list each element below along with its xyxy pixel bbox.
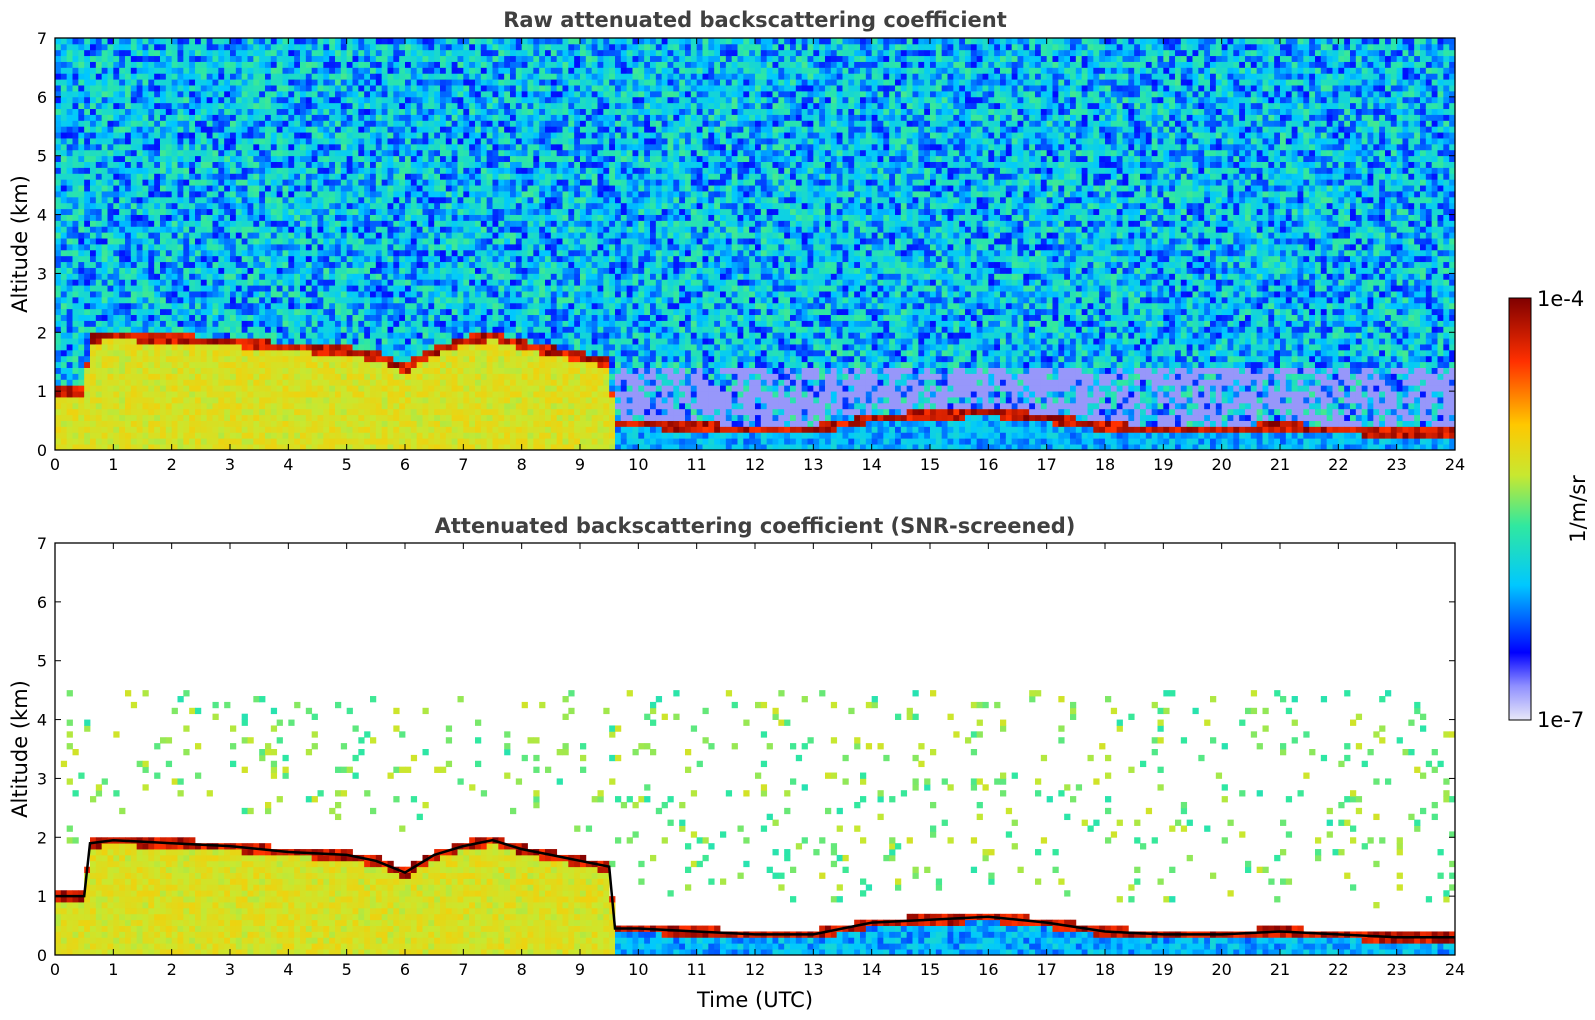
colorbar-unit-label: 1/m/sr	[1566, 475, 1590, 543]
x-tick-label: 15	[920, 960, 940, 979]
x-tick-label: 8	[517, 455, 527, 474]
x-tick-label: 0	[50, 455, 60, 474]
y-tick-label: 7	[37, 29, 47, 48]
colorbar-max-label: 1e-4	[1537, 287, 1584, 311]
panel-raw-title: Raw attenuated backscattering coefficien…	[503, 8, 1007, 32]
x-tick-label: 6	[400, 455, 410, 474]
x-tick-label: 20	[1211, 455, 1231, 474]
x-tick-label: 14	[861, 455, 881, 474]
y-tick-label: 2	[37, 323, 47, 342]
x-tick-label: 3	[225, 455, 235, 474]
y-tick-label: 6	[37, 593, 47, 612]
x-axis-label: Time (UTC)	[696, 988, 813, 1012]
x-tick-label: 13	[803, 960, 823, 979]
axis-ticks-snr: 0 1 2 3 4 5 6 7 8 9 10 11 12 13 14 15 16 17 18 19 20 21 22 23 24…	[37, 534, 1465, 979]
x-tick-label: 7	[458, 960, 468, 979]
x-tick-label: 15	[920, 455, 940, 474]
x-tick-label: 4	[283, 960, 293, 979]
y-tick-label: 3	[37, 264, 47, 283]
x-tick-label: 2	[167, 960, 177, 979]
panel-snr-title: Attenuated backscattering coefficient (S…	[435, 514, 1076, 538]
colorbar: 1e-4 1e-7 1/m/sr	[1508, 287, 1590, 732]
x-tick-label: 13	[803, 455, 823, 474]
x-tick-label: 12	[745, 455, 765, 474]
x-tick-label: 4	[283, 455, 293, 474]
x-tick-label: 9	[575, 455, 585, 474]
heatmap-snr	[55, 543, 1455, 955]
x-tick-label: 3	[225, 960, 235, 979]
y-tick-label: 2	[37, 828, 47, 847]
x-tick-label: 22	[1328, 960, 1348, 979]
y-tick-label: 7	[37, 534, 47, 553]
x-tick-label: 16	[978, 960, 998, 979]
y-tick-label: 1	[37, 382, 47, 401]
panel-raw: Raw attenuated backscattering coefficien…	[8, 8, 1465, 474]
x-tick-label: 6	[400, 960, 410, 979]
colorbar-min-label: 1e-7	[1537, 708, 1584, 732]
x-tick-label: 19	[1153, 960, 1173, 979]
y-tick-label: 1	[37, 887, 47, 906]
y-tick-label: 5	[37, 147, 47, 166]
x-tick-label: 7	[458, 455, 468, 474]
y-tick-label: 6	[37, 88, 47, 107]
x-tick-label: 24	[1445, 960, 1465, 979]
x-tick-label: 24	[1445, 455, 1465, 474]
axis-ticks-raw: 0 1 2 3 4 5 6 7 8 9 10 11 12 13 14 15 16 17 18 19 20 21 22 23 24…	[37, 29, 1465, 474]
x-tick-label: 16	[978, 455, 998, 474]
y-axis-label-snr: Altitude (km)	[8, 680, 32, 818]
y-tick-label: 0	[37, 946, 47, 965]
x-tick-label: 21	[1270, 960, 1290, 979]
y-tick-label: 4	[37, 711, 47, 730]
x-tick-label: 1	[108, 960, 118, 979]
x-tick-label: 22	[1328, 455, 1348, 474]
x-tick-label: 10	[628, 455, 648, 474]
x-tick-label: 5	[342, 455, 352, 474]
x-tick-label: 18	[1095, 455, 1115, 474]
x-tick-label: 9	[575, 960, 585, 979]
x-tick-label: 19	[1153, 455, 1173, 474]
heatmap-raw	[55, 38, 1455, 450]
y-tick-label: 3	[37, 769, 47, 788]
x-tick-label: 18	[1095, 960, 1115, 979]
x-tick-label: 17	[1036, 960, 1056, 979]
y-tick-label: 4	[37, 206, 47, 225]
x-tick-label: 11	[686, 455, 706, 474]
x-tick-label: 23	[1386, 455, 1406, 474]
y-tick-label: 0	[37, 441, 47, 460]
x-tick-label: 23	[1386, 960, 1406, 979]
x-tick-label: 8	[517, 960, 527, 979]
x-tick-label: 1	[108, 455, 118, 474]
x-tick-label: 21	[1270, 455, 1290, 474]
x-tick-label: 2	[167, 455, 177, 474]
x-tick-label: 11	[686, 960, 706, 979]
x-tick-label: 10	[628, 960, 648, 979]
x-tick-label: 5	[342, 960, 352, 979]
x-tick-label: 12	[745, 960, 765, 979]
x-tick-label: 0	[50, 960, 60, 979]
y-axis-label-raw: Altitude (km)	[8, 175, 32, 313]
colorbar-gradient	[1508, 297, 1532, 721]
panel-snr: Attenuated backscattering coefficient (S…	[8, 514, 1465, 1012]
x-tick-label: 17	[1036, 455, 1056, 474]
x-tick-label: 14	[861, 960, 881, 979]
layer-top-line	[55, 838, 1455, 939]
x-tick-label: 20	[1211, 960, 1231, 979]
y-tick-label: 5	[37, 652, 47, 671]
